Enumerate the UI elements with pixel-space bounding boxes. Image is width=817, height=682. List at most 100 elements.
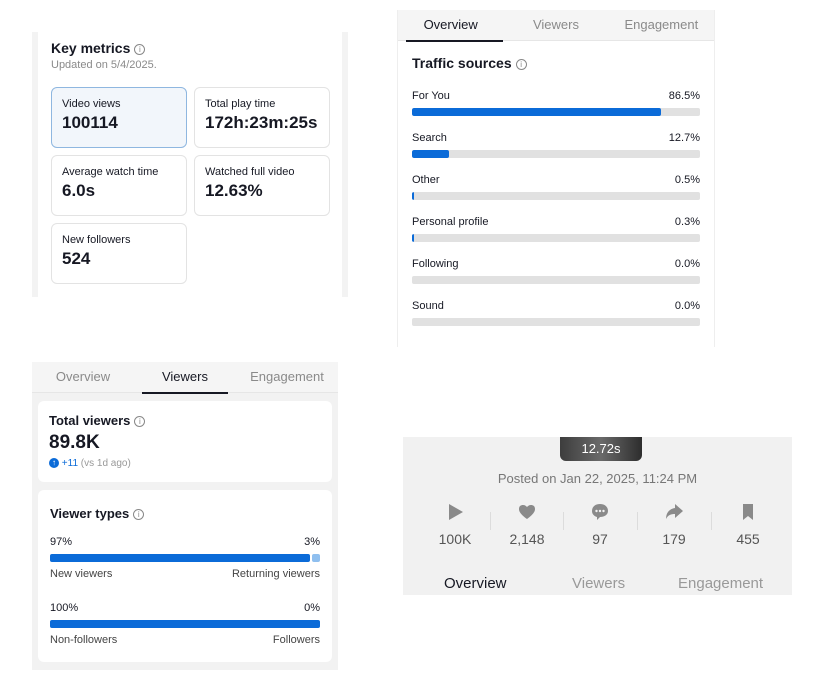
new-viewers-fill bbox=[50, 554, 310, 562]
tab-bar: Overview Viewers Engagement bbox=[32, 362, 338, 394]
source-bar-fill bbox=[412, 234, 415, 242]
viewers-panel: Overview Viewers Engagement Total viewer… bbox=[32, 362, 338, 670]
source-bar-fill bbox=[412, 108, 662, 116]
tab-bar: Overview Viewers Engagement bbox=[398, 10, 714, 42]
tab-engagement[interactable]: Engagement bbox=[624, 17, 699, 32]
source-label: Following bbox=[412, 258, 459, 270]
metric-value: 12.63% bbox=[205, 181, 263, 200]
metric-card-average-watch-time[interactable]: Average watch time 6.0s bbox=[51, 155, 187, 216]
returning-viewers-fill bbox=[311, 554, 320, 562]
source-label: For You bbox=[412, 90, 450, 102]
traffic-sources-title-text: Traffic sources bbox=[412, 55, 512, 71]
stat-saves: 455 bbox=[711, 503, 785, 549]
metric-label: New followers bbox=[62, 234, 131, 246]
source-bar-track bbox=[412, 108, 700, 116]
viewer-split-bar bbox=[50, 554, 320, 562]
stat-value: 179 bbox=[662, 531, 686, 547]
stat-value: 2,148 bbox=[509, 531, 545, 547]
metric-value: 172h:23m:25s bbox=[205, 113, 318, 132]
source-label: Other bbox=[412, 174, 440, 186]
stat-likes: 2,148 bbox=[490, 503, 564, 549]
info-icon[interactable]: i bbox=[134, 416, 146, 428]
source-value: 0.5% bbox=[674, 174, 700, 186]
tab-viewers[interactable]: Viewers bbox=[134, 362, 236, 394]
viewer-types-card: Viewer types i 97% 3% New viewers Returni… bbox=[38, 490, 332, 662]
tab-viewers[interactable]: Viewers bbox=[572, 575, 626, 592]
key-metrics-title: Key metrics i bbox=[51, 40, 146, 56]
stat-value: 97 bbox=[592, 531, 608, 547]
follower-split-bar bbox=[50, 620, 320, 628]
non-followers-label: Non-followers bbox=[50, 634, 118, 646]
metric-label: Total play time bbox=[205, 98, 276, 110]
total-viewers-title: Total viewers i bbox=[49, 413, 146, 428]
tab-overview[interactable]: Overview bbox=[398, 10, 504, 42]
source-label: Search bbox=[412, 132, 447, 144]
metric-label: Video views bbox=[62, 98, 121, 110]
metric-card-total-play-time[interactable]: Total play time 172h:23m:25s bbox=[194, 87, 330, 148]
share-icon bbox=[666, 504, 683, 519]
change-value: +11 bbox=[61, 458, 79, 469]
metric-card-video-views[interactable]: Video views 100114 bbox=[51, 87, 187, 148]
source-bar-track bbox=[412, 192, 700, 200]
video-duration: 12.72s bbox=[581, 441, 621, 456]
total-viewers-value: 89.8K bbox=[49, 432, 100, 453]
divider bbox=[563, 512, 564, 530]
info-icon[interactable]: i bbox=[133, 509, 145, 521]
source-bar-track bbox=[412, 234, 700, 242]
returning-viewers-label: Returning viewers bbox=[231, 568, 320, 580]
source-bar-track bbox=[412, 276, 700, 284]
metric-value: 6.0s bbox=[62, 181, 96, 200]
arrow-up-icon: ↑ bbox=[49, 458, 59, 469]
source-value: 0.0% bbox=[674, 258, 700, 270]
total-viewers-title-text: Total viewers bbox=[49, 413, 131, 428]
traffic-sources-title: Traffic sources i bbox=[412, 55, 527, 71]
metric-card-watched-full-video[interactable]: Watched full video 12.63% bbox=[194, 155, 330, 216]
stat-value: 455 bbox=[736, 531, 760, 547]
source-bar-track bbox=[412, 150, 700, 158]
post-summary-panel: 12.72s Posted on Jan 22, 2025, 11:24 PM … bbox=[403, 437, 792, 595]
non-followers-fill bbox=[50, 620, 320, 628]
divider bbox=[490, 512, 491, 530]
tab-engagement[interactable]: Engagement bbox=[250, 369, 324, 384]
tab-overview[interactable]: Overview bbox=[55, 369, 111, 384]
change-note: (vs 1d ago) bbox=[80, 458, 131, 469]
info-icon[interactable]: i bbox=[515, 58, 527, 70]
source-bar-track bbox=[412, 318, 700, 326]
stat-comments: 97 bbox=[563, 503, 637, 549]
key-metrics-panel: Key metrics i Updated on 5/4/2025. Video … bbox=[32, 32, 348, 297]
tab-engagement[interactable]: Engagement bbox=[678, 575, 764, 592]
metric-card-new-followers[interactable]: New followers 524 bbox=[51, 223, 187, 284]
metric-label: Average watch time bbox=[62, 166, 159, 178]
stat-value: 100K bbox=[438, 531, 472, 547]
divider bbox=[637, 512, 638, 530]
bookmark-icon bbox=[743, 504, 753, 520]
stat-views: 100K bbox=[418, 503, 492, 549]
source-label: Sound bbox=[412, 300, 444, 312]
video-thumbnail[interactable]: 12.72s bbox=[560, 437, 642, 461]
source-value: 12.7% bbox=[668, 132, 700, 144]
source-value: 0.3% bbox=[674, 216, 700, 228]
source-value: 86.5% bbox=[668, 90, 700, 102]
followers-label: Followers bbox=[272, 634, 320, 646]
source-value: 0.0% bbox=[674, 300, 700, 312]
heart-icon bbox=[519, 505, 535, 519]
viewer-types-title: Viewer types i bbox=[50, 506, 145, 521]
returning-viewers-pct: 3% bbox=[304, 536, 320, 548]
stat-shares: 179 bbox=[637, 503, 711, 549]
viewers-change: ↑ +11 (vs 1d ago) bbox=[49, 458, 131, 469]
divider bbox=[711, 512, 712, 530]
tab-overview[interactable]: Overview bbox=[444, 575, 507, 592]
non-followers-pct: 100% bbox=[50, 602, 79, 614]
key-metrics-title-text: Key metrics bbox=[51, 40, 131, 56]
source-bar-fill bbox=[412, 150, 449, 158]
metric-label: Watched full video bbox=[205, 166, 295, 178]
new-viewers-label: New viewers bbox=[50, 568, 113, 580]
tab-viewers[interactable]: Viewers bbox=[532, 17, 579, 32]
new-viewers-pct: 97% bbox=[50, 536, 73, 548]
info-icon[interactable]: i bbox=[134, 43, 146, 55]
play-icon bbox=[449, 504, 463, 520]
followers-pct: 0% bbox=[304, 602, 320, 614]
source-bar-fill bbox=[412, 192, 415, 200]
source-label: Personal profile bbox=[412, 216, 489, 228]
traffic-sources-panel: Overview Viewers Engagement Traffic sour… bbox=[397, 10, 715, 347]
